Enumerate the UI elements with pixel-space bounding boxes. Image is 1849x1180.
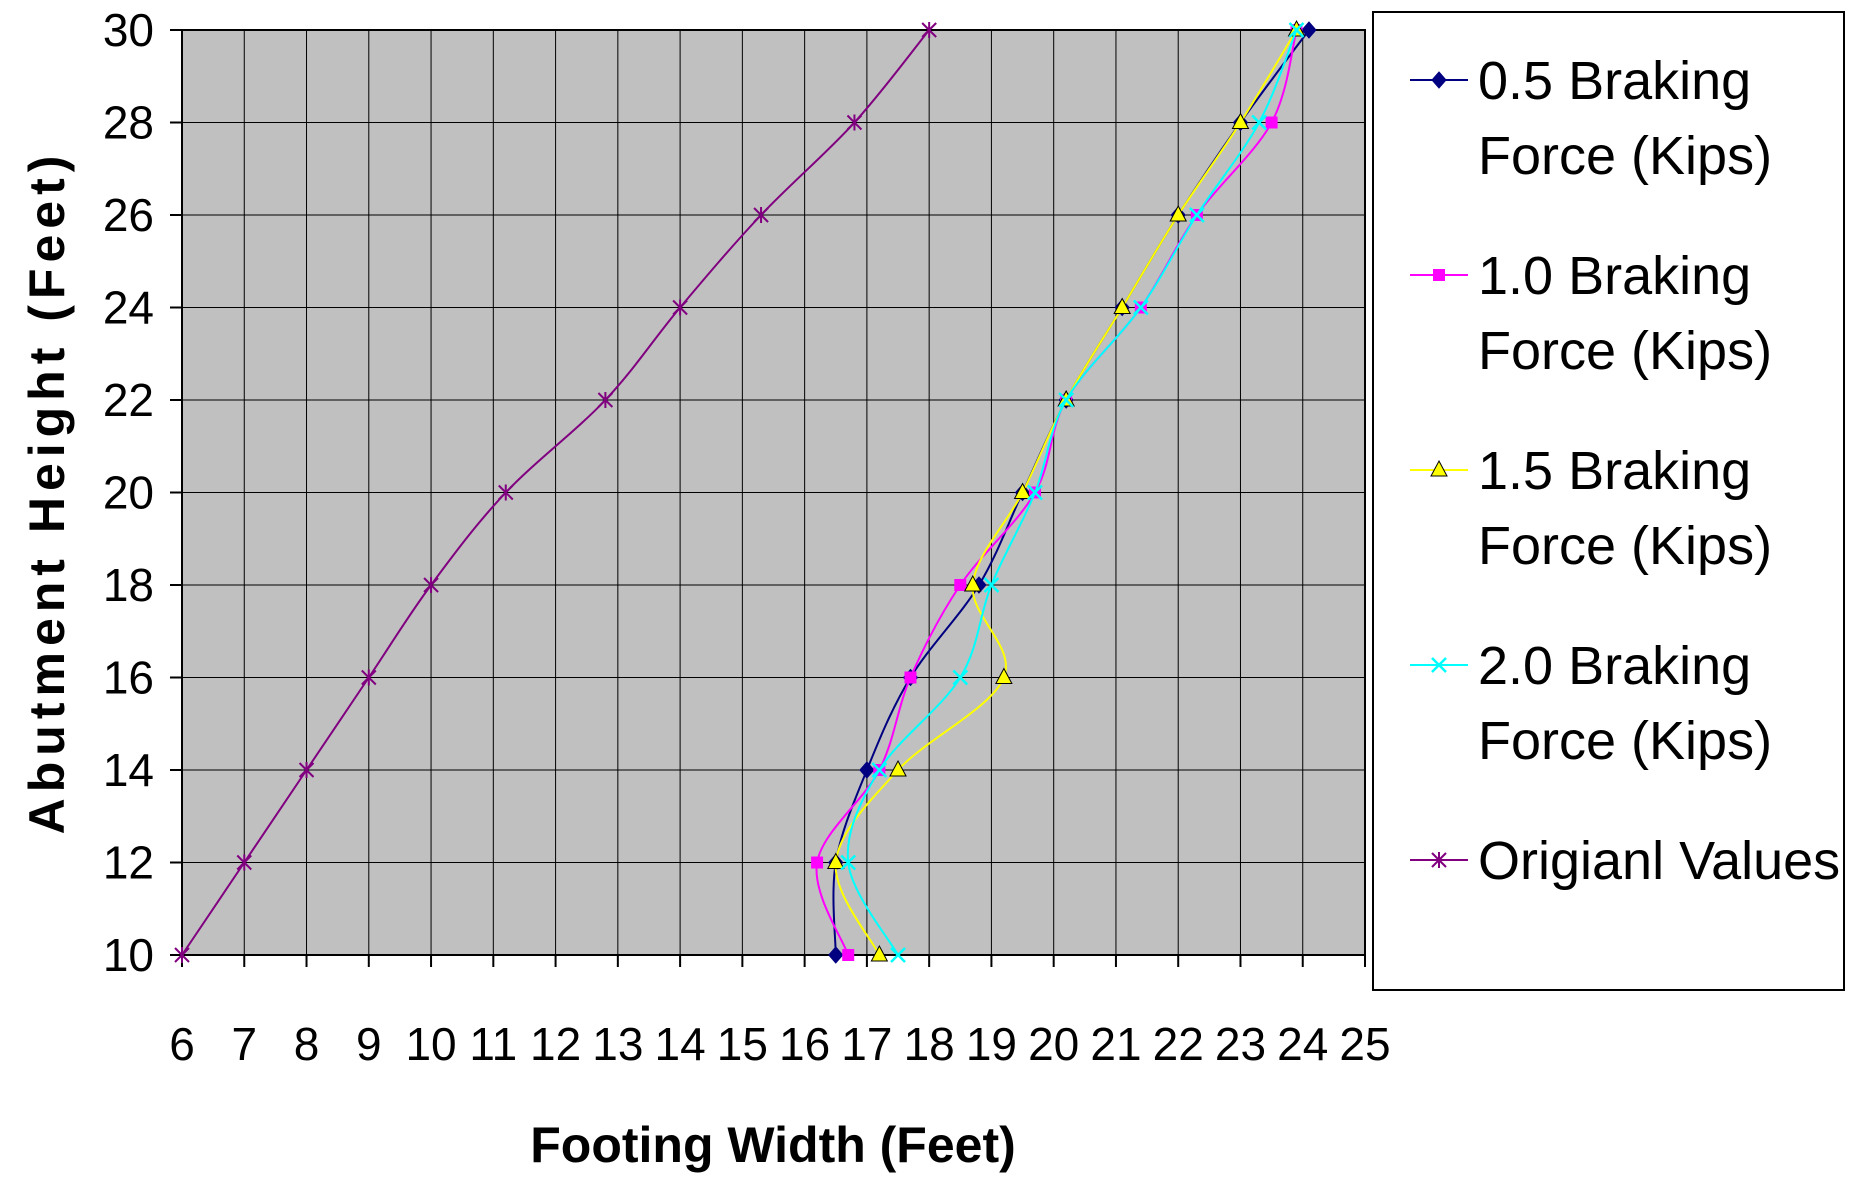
y-tick-label: 10 (103, 929, 154, 981)
data-point (1058, 392, 1075, 408)
legend-label: 1.5 Braking (1478, 441, 1751, 501)
x-tick-label: 16 (779, 1018, 830, 1070)
data-point (1301, 21, 1317, 39)
data-point (236, 854, 252, 871)
x-tick-label: 9 (356, 1018, 382, 1070)
data-point (1288, 22, 1305, 38)
x-tick-label: 21 (1090, 1018, 1141, 1070)
data-point (1189, 207, 1205, 223)
x-tick-label: 24 (1277, 1018, 1328, 1070)
legend-label: Force (Kips) (1478, 321, 1772, 381)
data-point (1430, 459, 1448, 477)
data-point (870, 944, 889, 962)
x-axis-title: Footing Width (Feet) (530, 1117, 1016, 1173)
data-point (826, 852, 845, 869)
y-axis-title: Abutment Height (Feet) (19, 150, 75, 835)
y-tick-label: 18 (103, 559, 154, 611)
x-tick-label: 14 (655, 1018, 706, 1070)
x-tick-label: 23 (1215, 1018, 1266, 1070)
data-point (842, 949, 855, 961)
legend-label: 2.0 Braking (1478, 636, 1751, 696)
data-point (361, 669, 377, 686)
x-tick-label: 19 (966, 1018, 1017, 1070)
data-point (1027, 484, 1043, 501)
series-layer (174, 19, 1317, 964)
y-tick-label: 24 (103, 282, 154, 334)
legend-label: 0.5 Braking (1478, 51, 1751, 111)
legend-label: 1.0 Braking (1478, 246, 1751, 306)
data-point (921, 22, 937, 38)
data-point (890, 947, 906, 963)
data-point (498, 484, 514, 501)
legend-item: 1.0 Braking Force (Kips) (1410, 246, 1772, 381)
data-point (597, 392, 614, 408)
data-point (1231, 112, 1250, 129)
data-point (811, 856, 824, 869)
legend-item: 1.5 Braking Force (Kips) (1410, 441, 1772, 576)
x-tick-label: 12 (530, 1018, 581, 1070)
data-point (1265, 116, 1278, 129)
data-point (1251, 114, 1268, 131)
y-tick-label: 14 (103, 744, 154, 796)
y-tick-label: 30 (103, 4, 154, 56)
data-point (174, 947, 190, 963)
data-point (1433, 269, 1445, 281)
legend-label: Force (Kips) (1478, 516, 1772, 576)
legend-box (1372, 11, 1845, 991)
x-tick-label: 7 (231, 1018, 257, 1070)
data-point (423, 577, 439, 593)
x-tick-label: 13 (592, 1018, 643, 1070)
legend-label: Force (Kips) (1478, 711, 1772, 771)
x-tick-label: 20 (1028, 1018, 1079, 1070)
data-point (1013, 482, 1032, 499)
data-point (672, 299, 688, 316)
series-4 (840, 22, 1305, 963)
y-tick-label: 26 (103, 189, 154, 241)
legend-item: 2.0 Braking Force (Kips) (1410, 636, 1772, 771)
legend-label: Origianl Values (1478, 831, 1840, 891)
x-tick-label: 10 (405, 1018, 456, 1070)
data-point (1431, 71, 1447, 89)
x-tick-label: 22 (1153, 1018, 1204, 1070)
data-point (859, 761, 875, 779)
x-tick-label: 15 (717, 1018, 768, 1070)
y-tick-label: 16 (103, 652, 154, 704)
legend: 0.5 Braking Force (Kips) 1.0 Braking Force … (1410, 51, 1840, 891)
y-tick-label: 22 (103, 374, 154, 426)
data-point (1169, 204, 1188, 222)
y-tick-label: 20 (103, 467, 154, 519)
x-axis-ticks: 6 7 8 9 10 11 12 13 14 15 16 17 18 19 20 21 22 23 24 25 (169, 955, 1391, 1070)
data-point (889, 759, 907, 777)
data-point (840, 854, 857, 871)
legend-item: 0.5 Braking Force (Kips) (1410, 51, 1772, 186)
series-5 (174, 22, 937, 963)
x-tick-label: 6 (169, 1018, 195, 1070)
data-point (298, 762, 315, 778)
x-tick-label: 25 (1339, 1018, 1390, 1070)
data-point (828, 946, 844, 964)
y-axis-ticks: 10 12 14 16 18 20 22 24 26 28 30 (103, 4, 182, 981)
legend-item: Origianl Values (1410, 831, 1840, 891)
data-point (871, 762, 888, 778)
y-tick-label: 12 (103, 837, 154, 889)
data-point (963, 574, 982, 592)
data-point (753, 207, 769, 223)
data-point (1113, 297, 1132, 314)
data-point (1431, 657, 1447, 673)
data-point (846, 114, 863, 131)
data-point (1431, 852, 1447, 868)
x-tick-label: 18 (904, 1018, 955, 1070)
x-tick-label: 8 (294, 1018, 320, 1070)
data-point (995, 667, 1013, 684)
x-tick-label: 11 (469, 1018, 517, 1070)
x-tick-label: 17 (841, 1018, 892, 1070)
data-point (952, 669, 969, 686)
data-point (904, 671, 917, 684)
data-point (1132, 299, 1149, 316)
y-tick-label: 28 (103, 97, 154, 149)
data-point (983, 577, 1000, 593)
data-point (954, 579, 967, 591)
legend-label: Force (Kips) (1478, 126, 1772, 186)
